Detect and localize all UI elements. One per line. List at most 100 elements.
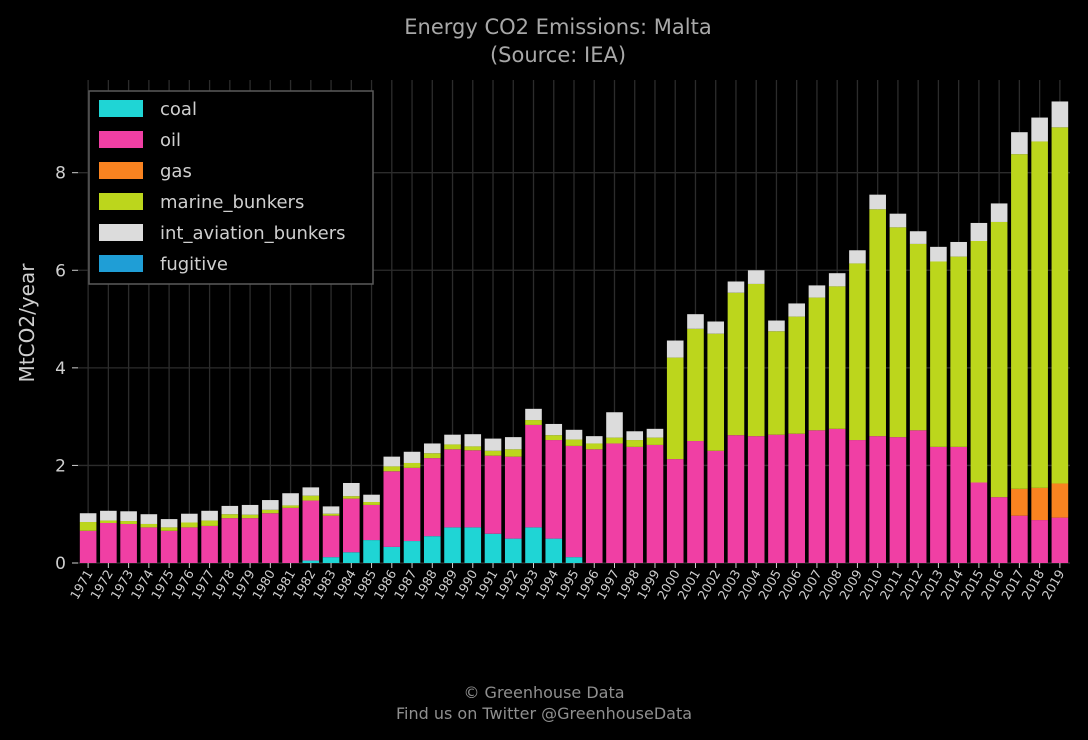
y-tick-label: 0: [55, 554, 66, 574]
bar-segment-marine_bunkers: [525, 420, 542, 425]
bar-segment-oil: [403, 467, 421, 542]
bar-segment-oil: [1031, 520, 1048, 563]
legend-label-marine_bunkers: marine_bunkers: [160, 192, 304, 213]
bar-segment-marine_bunkers: [626, 440, 644, 447]
bar-segment-marine_bunkers: [828, 286, 846, 429]
bar-segment-marine_bunkers: [464, 446, 482, 451]
bar-segment-oil: [120, 523, 137, 563]
bar-segment-oil: [970, 482, 988, 563]
bar-segment-marine_bunkers: [241, 514, 259, 519]
bar-segment-marine_bunkers: [302, 495, 320, 501]
bar-segment-oil: [1051, 517, 1069, 563]
bar-segment-marine_bunkers: [606, 437, 623, 444]
bar-segment-coal: [322, 557, 340, 563]
bar-segment-marine_bunkers: [423, 453, 441, 459]
x-axis-ticks: 1971197219731974197519761977197819791980…: [67, 563, 1067, 602]
bar-segment-int_aviation_bunkers: [302, 487, 320, 496]
bar-segment-oil: [930, 446, 947, 563]
bar-segment-oil: [606, 443, 623, 563]
bar-segment-int_aviation_bunkers: [120, 511, 137, 522]
bar-segment-marine_bunkers: [970, 241, 988, 483]
bar-segment-int_aviation_bunkers: [1051, 101, 1069, 128]
bar-segment-marine_bunkers: [849, 263, 866, 441]
footer-twitter: Find us on Twitter @GreenhouseData: [395, 704, 693, 723]
bar-segment-int_aviation_bunkers: [565, 429, 583, 440]
bar-segment-marine_bunkers: [909, 243, 927, 431]
bar-segment-marine_bunkers: [343, 496, 360, 499]
bar-segment-oil: [241, 518, 259, 563]
legend-swatch-fugitive: [99, 255, 143, 272]
y-tick-label: 6: [55, 261, 66, 281]
legend-swatch-int_aviation_bunkers: [99, 224, 143, 241]
bar-segment-int_aviation_bunkers: [403, 451, 421, 463]
y-axis-label: MtCO2/year: [15, 263, 39, 383]
bar-segment-marine_bunkers: [788, 316, 805, 434]
bar-segment-marine_bunkers: [727, 292, 745, 436]
bar-segment-marine_bunkers: [585, 443, 603, 450]
bar-segment-oil: [423, 458, 441, 537]
bar-segment-oil: [788, 433, 805, 563]
bar-segment-oil: [646, 444, 664, 563]
bar-segment-coal: [423, 536, 441, 563]
bar-segment-marine_bunkers: [383, 466, 401, 472]
legend-label-gas: gas: [160, 161, 192, 182]
bar-segment-oil: [828, 428, 846, 563]
bar-segment-oil: [525, 424, 542, 528]
bar-segment-coal: [484, 533, 502, 563]
bar-segment-int_aviation_bunkers: [666, 340, 684, 358]
bar-segment-int_aviation_bunkers: [343, 482, 360, 497]
bar-segment-marine_bunkers: [403, 462, 421, 468]
bar-segment-marine_bunkers: [1051, 127, 1069, 484]
bar-segment-int_aviation_bunkers: [768, 320, 785, 332]
bar-segment-oil: [363, 504, 380, 541]
bar-segment-coal: [525, 527, 542, 563]
bar-segment-oil: [221, 518, 239, 563]
bar-segment-int_aviation_bunkers: [504, 437, 522, 450]
bar-segment-coal: [403, 541, 421, 563]
bar-segment-int_aviation_bunkers: [606, 412, 623, 438]
bar-segment-coal: [545, 538, 563, 563]
bar-segment-int_aviation_bunkers: [444, 434, 461, 445]
bar-segment-int_aviation_bunkers: [585, 436, 603, 444]
bar-segment-oil: [666, 459, 684, 563]
bar-segment-marine_bunkers: [747, 283, 765, 437]
bar-segment-oil: [565, 445, 583, 558]
bar-segment-oil: [383, 471, 401, 547]
bar-segment-int_aviation_bunkers: [525, 408, 542, 421]
bar-segment-int_aviation_bunkers: [322, 506, 340, 514]
bar-segment-int_aviation_bunkers: [828, 273, 846, 287]
bar-segment-marine_bunkers: [687, 328, 704, 442]
bar-segment-oil: [444, 449, 461, 528]
bar-segment-marine_bunkers: [707, 333, 725, 451]
bar-segment-oil: [262, 513, 279, 563]
bar-segment-oil: [302, 500, 320, 561]
bar-segment-oil: [464, 450, 482, 528]
bar-segment-marine_bunkers: [221, 514, 239, 519]
y-tick-label: 2: [55, 456, 66, 476]
bar-segment-int_aviation_bunkers: [687, 314, 704, 329]
bar-segment-oil: [201, 525, 218, 563]
footer-copyright: © Greenhouse Data: [463, 683, 625, 702]
bar-segment-oil: [504, 456, 522, 539]
bar-segment-int_aviation_bunkers: [1031, 117, 1048, 142]
bar-segment-int_aviation_bunkers: [140, 514, 158, 524]
bar-segment-oil: [282, 507, 299, 563]
bar-segment-oil: [626, 446, 644, 563]
bar-segment-int_aviation_bunkers: [100, 510, 117, 521]
legend-swatch-gas: [99, 162, 143, 179]
bar-segment-int_aviation_bunkers: [423, 443, 441, 454]
bar-segment-int_aviation_bunkers: [545, 423, 563, 436]
bar-segment-int_aviation_bunkers: [201, 510, 218, 521]
bar-segment-oil: [181, 527, 198, 563]
y-tick-label: 4: [55, 359, 66, 379]
bar-segment-oil: [869, 436, 886, 563]
bar-segment-oil: [1011, 515, 1028, 563]
bar-segment-marine_bunkers: [950, 256, 967, 447]
bar-segment-marine_bunkers: [322, 513, 340, 516]
bar-segment-int_aviation_bunkers: [707, 321, 725, 334]
bar-segment-int_aviation_bunkers: [181, 513, 198, 523]
legend-box: [88, 90, 374, 285]
bar-segment-int_aviation_bunkers: [221, 505, 239, 515]
bar-segment-int_aviation_bunkers: [747, 270, 765, 284]
legend: coal oil gas marine_bunkers int_aviation_bun…: [88, 90, 374, 285]
